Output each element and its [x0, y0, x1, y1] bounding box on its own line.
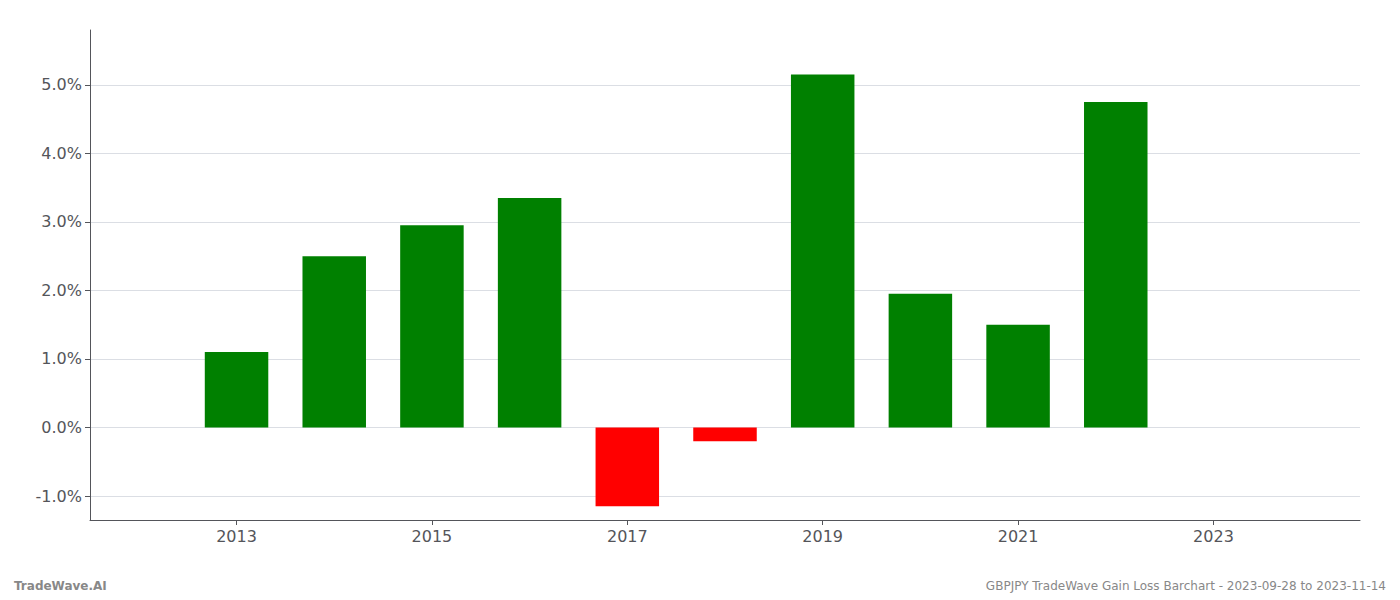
- svg-text:2019: 2019: [802, 527, 843, 546]
- svg-text:3.0%: 3.0%: [41, 212, 82, 231]
- svg-text:2013: 2013: [216, 527, 257, 546]
- svg-text:GBPJPY TradeWave Gain Loss Bar: GBPJPY TradeWave Gain Loss Barchart - 20…: [986, 579, 1386, 593]
- svg-text:1.0%: 1.0%: [41, 349, 82, 368]
- svg-text:TradeWave.AI: TradeWave.AI: [14, 579, 107, 593]
- svg-text:5.0%: 5.0%: [41, 75, 82, 94]
- svg-text:4.0%: 4.0%: [41, 144, 82, 163]
- svg-text:2021: 2021: [998, 527, 1039, 546]
- svg-text:-1.0%: -1.0%: [36, 487, 82, 506]
- svg-text:2023: 2023: [1193, 527, 1234, 546]
- svg-text:2.0%: 2.0%: [41, 281, 82, 300]
- svg-text:0.0%: 0.0%: [41, 418, 82, 437]
- svg-text:2015: 2015: [412, 527, 453, 546]
- svg-text:2017: 2017: [607, 527, 648, 546]
